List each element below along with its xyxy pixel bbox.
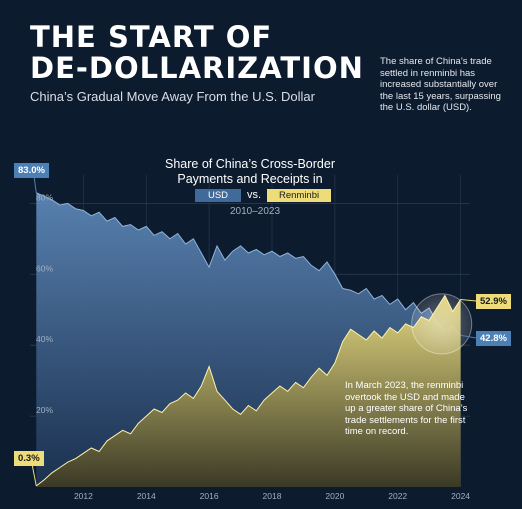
chart-title: Share of China’s Cross-Border Payments a… — [165, 157, 335, 186]
x-tick-label: 2014 — [137, 491, 156, 501]
renminbi-line — [35, 294, 462, 487]
renminbi-start-label: 0.3% — [14, 451, 44, 466]
intro-note: The share of China’s trade settled in re… — [380, 56, 501, 113]
legend-usd: USD — [195, 188, 241, 202]
y-tick-label: 40% — [36, 334, 53, 344]
x-tick-label: 2022 — [388, 491, 407, 501]
x-tick-label: 2018 — [263, 491, 282, 501]
legend-vs: vs. — [247, 189, 262, 201]
legend: USD vs. Renminbi — [195, 188, 332, 202]
y-tick-label: 80% — [36, 192, 53, 202]
usd-end-connector — [460, 334, 477, 339]
x-tick-label: 2016 — [200, 491, 219, 501]
chart-annotation: In March 2023, the renminbi overtook the… — [345, 380, 468, 437]
renminbi-end-label: 52.9% — [476, 294, 511, 309]
renminbi-end-connector — [460, 298, 477, 302]
crossover-highlight — [411, 293, 473, 355]
x-tick-label: 2020 — [325, 491, 344, 501]
renminbi-area — [36, 295, 461, 487]
usd-start-connector — [33, 175, 37, 193]
title-line-1: THE START OF — [30, 20, 273, 54]
usd-start-label: 83.0% — [14, 163, 49, 178]
x-tick-label: 2024 — [451, 491, 470, 501]
chart-period: 2010–2023 — [229, 206, 281, 217]
usd-line — [36, 192, 461, 336]
legend-renminbi: Renminbi — [267, 188, 332, 202]
title-line-2: DE-DOLLARIZATION — [30, 51, 364, 85]
y-tick-label: 20% — [36, 405, 53, 415]
y-tick-label: 60% — [36, 263, 53, 273]
renminbi-start-connector — [31, 463, 37, 487]
subtitle: China’s Gradual Move Away From the U.S. … — [30, 89, 315, 104]
usd-end-label: 42.8% — [476, 331, 511, 346]
x-tick-label: 2012 — [74, 491, 93, 501]
